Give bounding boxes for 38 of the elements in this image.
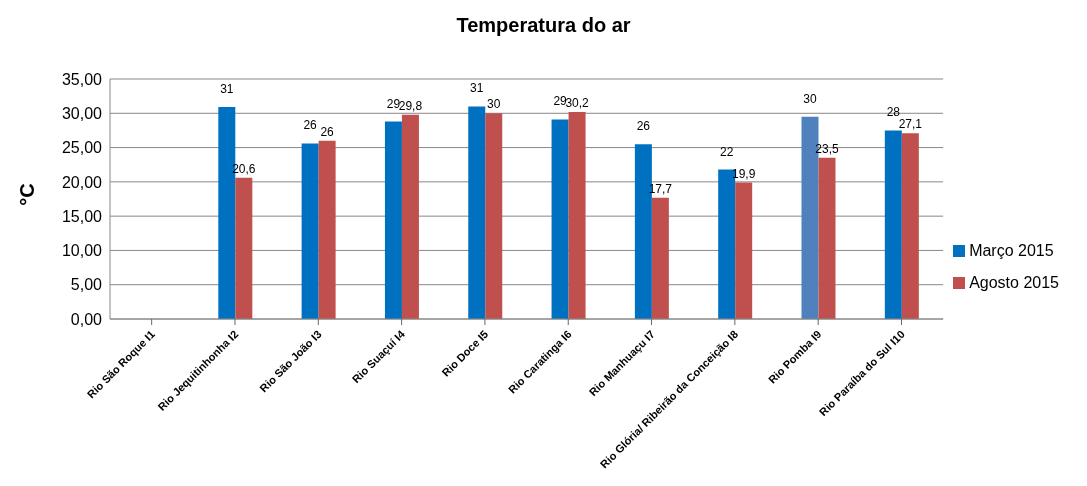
y-axis-title: °C: [15, 183, 39, 206]
bar: [318, 140, 336, 319]
bar: [301, 143, 319, 319]
data-label: 31: [470, 81, 484, 96]
data-label: 22: [720, 144, 734, 159]
bar: [735, 182, 753, 319]
legend-label: Março 2015: [969, 241, 1054, 259]
bar: [568, 111, 586, 319]
y-tick-label: 30,00: [61, 104, 103, 122]
y-tick-label: 5,00: [70, 276, 103, 294]
legend-label: Agosto 2015: [969, 273, 1059, 291]
data-label: 26: [636, 119, 651, 134]
data-label: 28: [886, 105, 901, 120]
bar: [485, 113, 503, 319]
bar: [818, 157, 836, 319]
data-label: 29,8: [398, 98, 423, 113]
y-tick-label: 10,00: [61, 242, 103, 260]
bar: [551, 119, 569, 319]
y-tick-label: 25,00: [61, 139, 103, 157]
data-label: 26: [303, 118, 318, 133]
data-label: 30,2: [565, 95, 590, 110]
data-label: 30: [487, 97, 501, 112]
bar: [401, 114, 419, 319]
data-label: 31: [220, 82, 234, 97]
y-tick-label: 20,00: [61, 173, 103, 191]
y-tick-label: 15,00: [61, 207, 103, 225]
data-label: 26: [320, 124, 335, 139]
y-tick-label: 0,00: [70, 310, 103, 328]
bar: [468, 106, 486, 319]
bar: [884, 130, 902, 319]
bar: [901, 133, 919, 319]
bar: [651, 197, 669, 319]
y-tick-label: 35,00: [61, 70, 103, 88]
bar: [384, 121, 402, 319]
chart-title: Temperatura do ar: [455, 13, 632, 38]
data-label: 30: [803, 91, 817, 106]
data-label: 27,1: [898, 117, 923, 132]
bar: [235, 177, 253, 319]
